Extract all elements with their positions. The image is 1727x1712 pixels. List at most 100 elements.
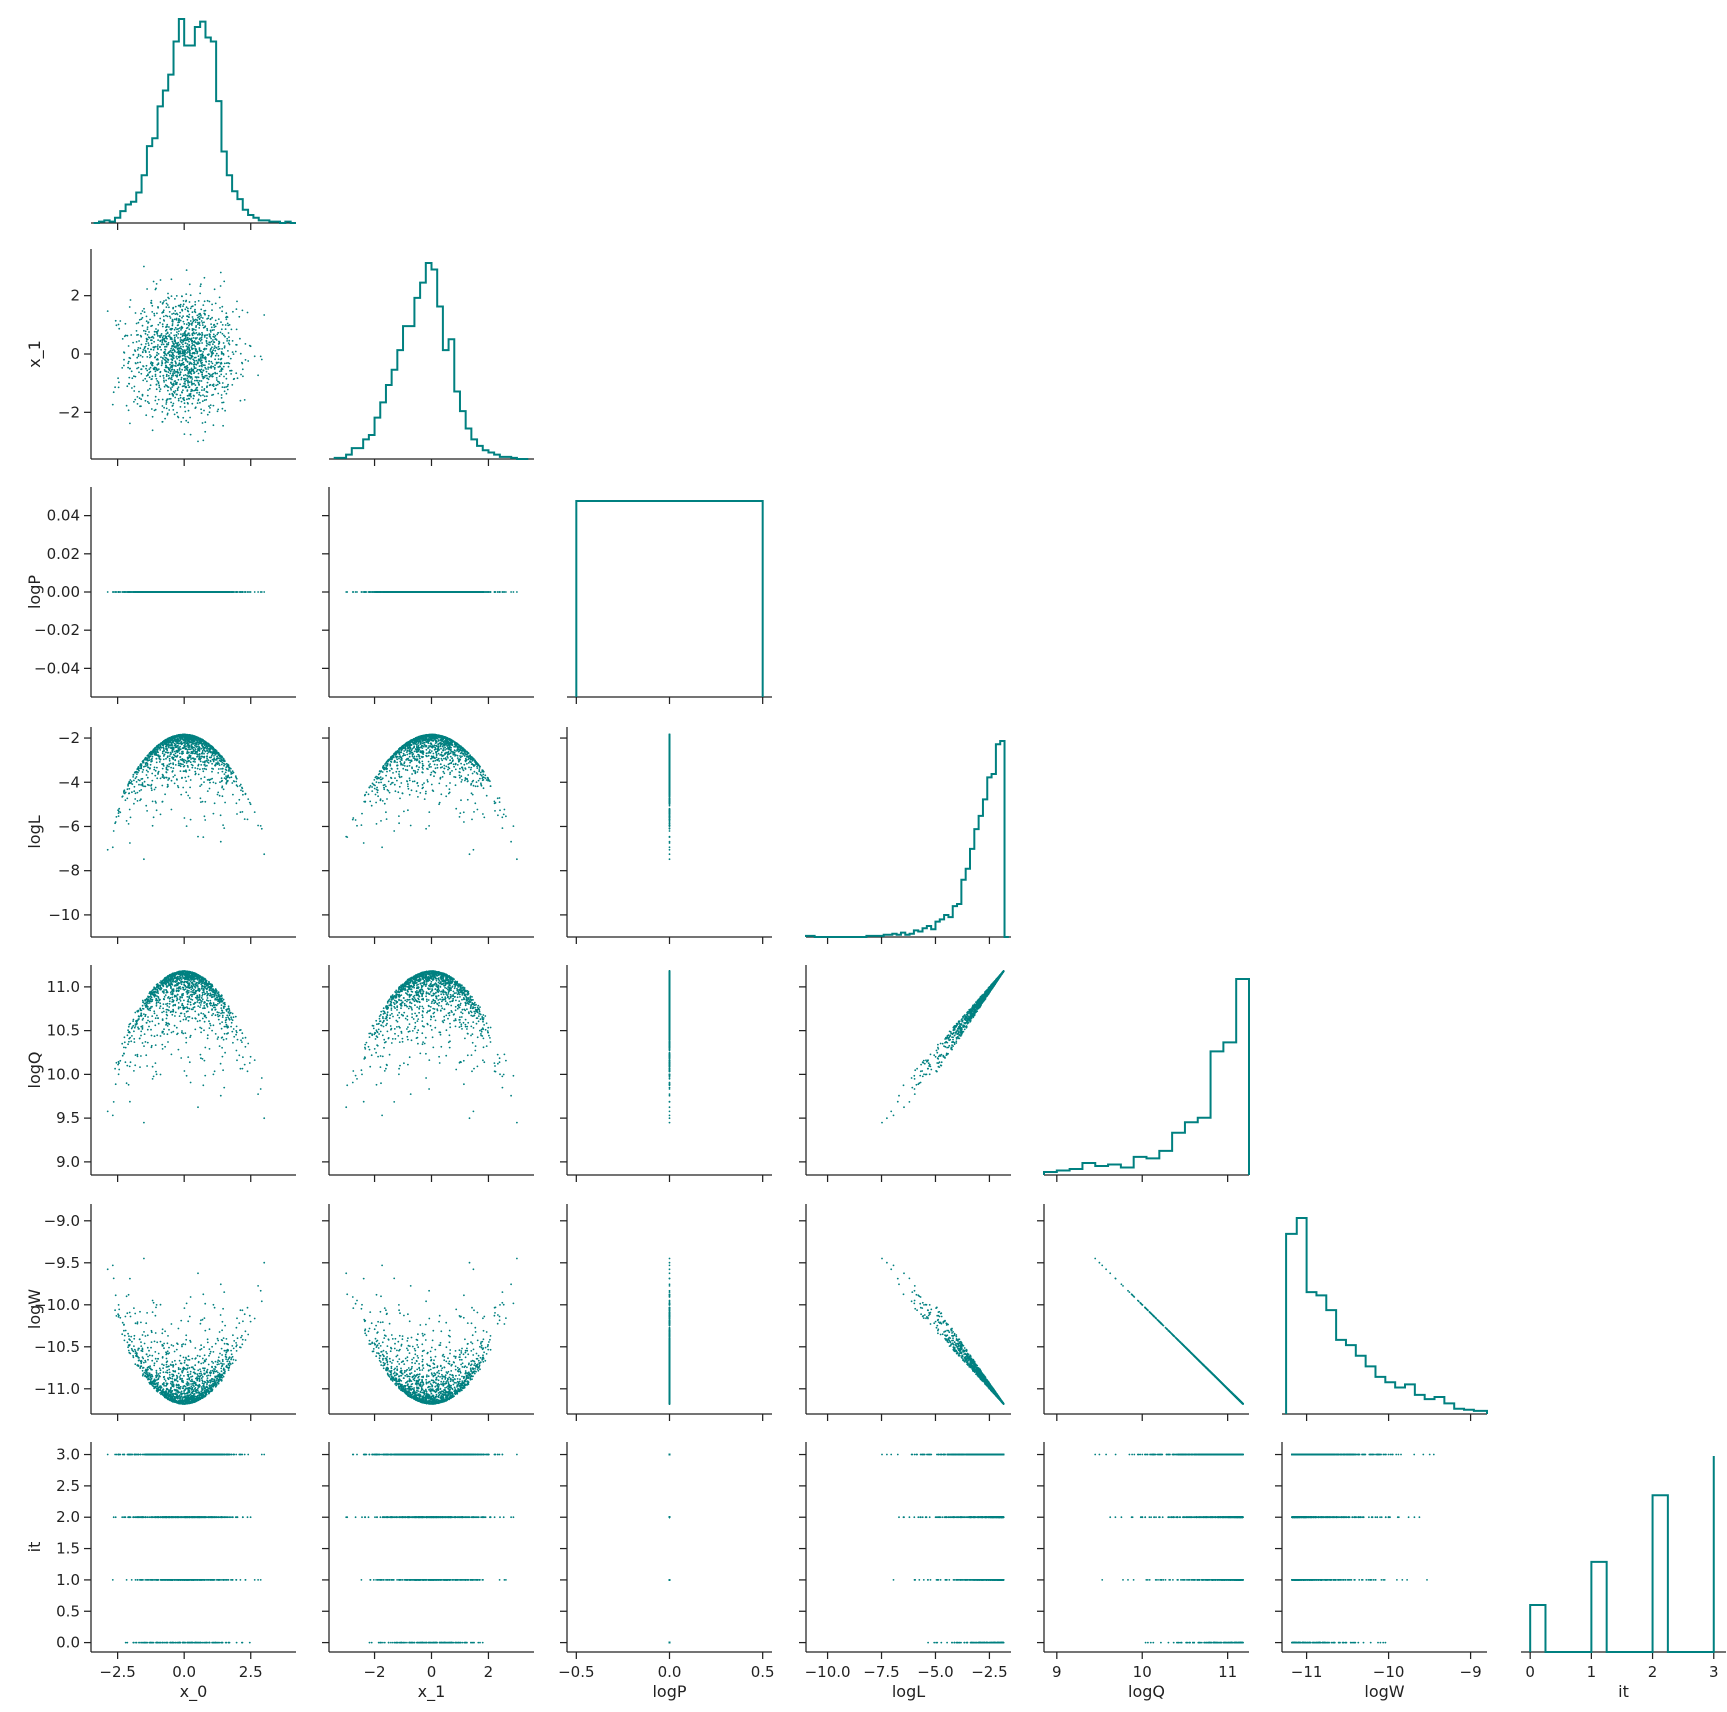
scatter-point — [227, 342, 230, 344]
scatter-point — [174, 591, 177, 593]
scatter-point — [368, 591, 371, 593]
scatter-point — [223, 386, 226, 389]
scatter-point — [176, 369, 179, 371]
scatter-point — [112, 391, 115, 394]
scatter-point — [170, 328, 173, 331]
scatter-point — [200, 308, 203, 311]
scatter-point — [170, 401, 173, 404]
scatter-point — [179, 373, 181, 376]
scatter-point — [180, 342, 183, 344]
scatter-point — [184, 355, 187, 358]
scatter-point — [191, 324, 193, 326]
scatter-point — [133, 349, 136, 351]
scatter-point — [217, 318, 220, 320]
scatter-point — [194, 303, 197, 306]
scatter-point — [185, 349, 187, 352]
y-tick-label: −10 — [48, 906, 80, 924]
scatter-point — [162, 309, 165, 312]
scatter-point — [216, 333, 219, 336]
scatter-point — [188, 340, 190, 343]
scatter-point — [146, 369, 149, 372]
scatter-point — [211, 591, 214, 593]
scatter-point — [168, 353, 171, 356]
scatter-point — [185, 419, 188, 422]
scatter-point — [186, 366, 189, 369]
scatter-point — [157, 323, 160, 326]
scatter-point — [165, 299, 167, 301]
scatter-point — [123, 591, 126, 593]
scatter-point — [147, 389, 149, 391]
scatter-point — [106, 591, 109, 593]
scatter-point — [158, 390, 161, 393]
scatter-point — [150, 299, 153, 302]
scatter-point — [168, 409, 171, 411]
scatter-point — [236, 300, 238, 303]
y-tick-label: −2 — [58, 729, 80, 747]
scatter-point — [179, 339, 182, 341]
scatter-point — [211, 375, 214, 378]
scatter-point — [204, 374, 207, 377]
scatter-point — [173, 340, 176, 342]
scatter-point — [212, 404, 215, 407]
scatter-point — [179, 383, 182, 386]
scatter-point — [195, 363, 198, 366]
scatter-point — [125, 404, 128, 407]
scatter-point — [215, 352, 218, 355]
scatter-point — [167, 371, 170, 374]
scatter-point — [166, 412, 169, 415]
scatter-point — [179, 311, 182, 314]
scatter-point — [188, 328, 191, 331]
scatter-point — [240, 373, 242, 376]
scatter-point — [215, 346, 217, 349]
scatter-point — [236, 377, 239, 380]
scatter-point — [227, 350, 229, 352]
scatter-point — [183, 402, 186, 405]
scatter-point — [380, 591, 382, 593]
scatter-point — [151, 415, 154, 418]
scatter-point — [147, 322, 149, 324]
scatter-point — [170, 351, 173, 354]
scatter-point — [183, 406, 186, 408]
scatter-point — [188, 323, 191, 326]
scatter-point — [123, 335, 126, 338]
scatter-point — [206, 329, 209, 332]
scatter-point — [165, 366, 168, 369]
scatter-point — [146, 765, 148, 767]
scatter-point — [197, 361, 199, 363]
scatter-point — [153, 314, 156, 317]
scatter-point — [143, 780, 146, 783]
scatter-point — [172, 312, 175, 315]
scatter-point — [391, 591, 394, 593]
scatter-point — [123, 364, 125, 367]
scatter-point — [144, 399, 147, 402]
scatter-point — [189, 416, 192, 419]
scatter-point — [192, 368, 195, 371]
scatter-point — [213, 368, 216, 370]
scatter-point — [170, 388, 173, 391]
scatter-point — [176, 411, 178, 414]
scatter-point — [188, 344, 191, 346]
scatter-point — [198, 324, 201, 327]
scatter-point — [171, 344, 174, 347]
scatter-point — [198, 348, 201, 351]
scatter-point — [174, 305, 177, 308]
scatter-point — [145, 320, 148, 323]
scatter-point — [181, 308, 183, 311]
scatter-point — [166, 398, 169, 400]
scatter-point — [220, 321, 222, 323]
scatter-point — [388, 591, 390, 593]
scatter-point — [177, 328, 180, 330]
scatter-point — [253, 591, 256, 593]
scatter-point — [198, 332, 201, 335]
scatter-point — [164, 356, 167, 359]
scatter-point — [218, 764, 221, 766]
scatter-point — [182, 354, 184, 357]
scatter-point — [192, 318, 194, 320]
scatter-point — [213, 329, 215, 331]
scatter-point — [138, 340, 141, 342]
scatter-point — [203, 334, 206, 337]
scatter-point — [151, 800, 154, 803]
scatter-point — [145, 414, 148, 417]
scatter-point — [164, 359, 167, 362]
